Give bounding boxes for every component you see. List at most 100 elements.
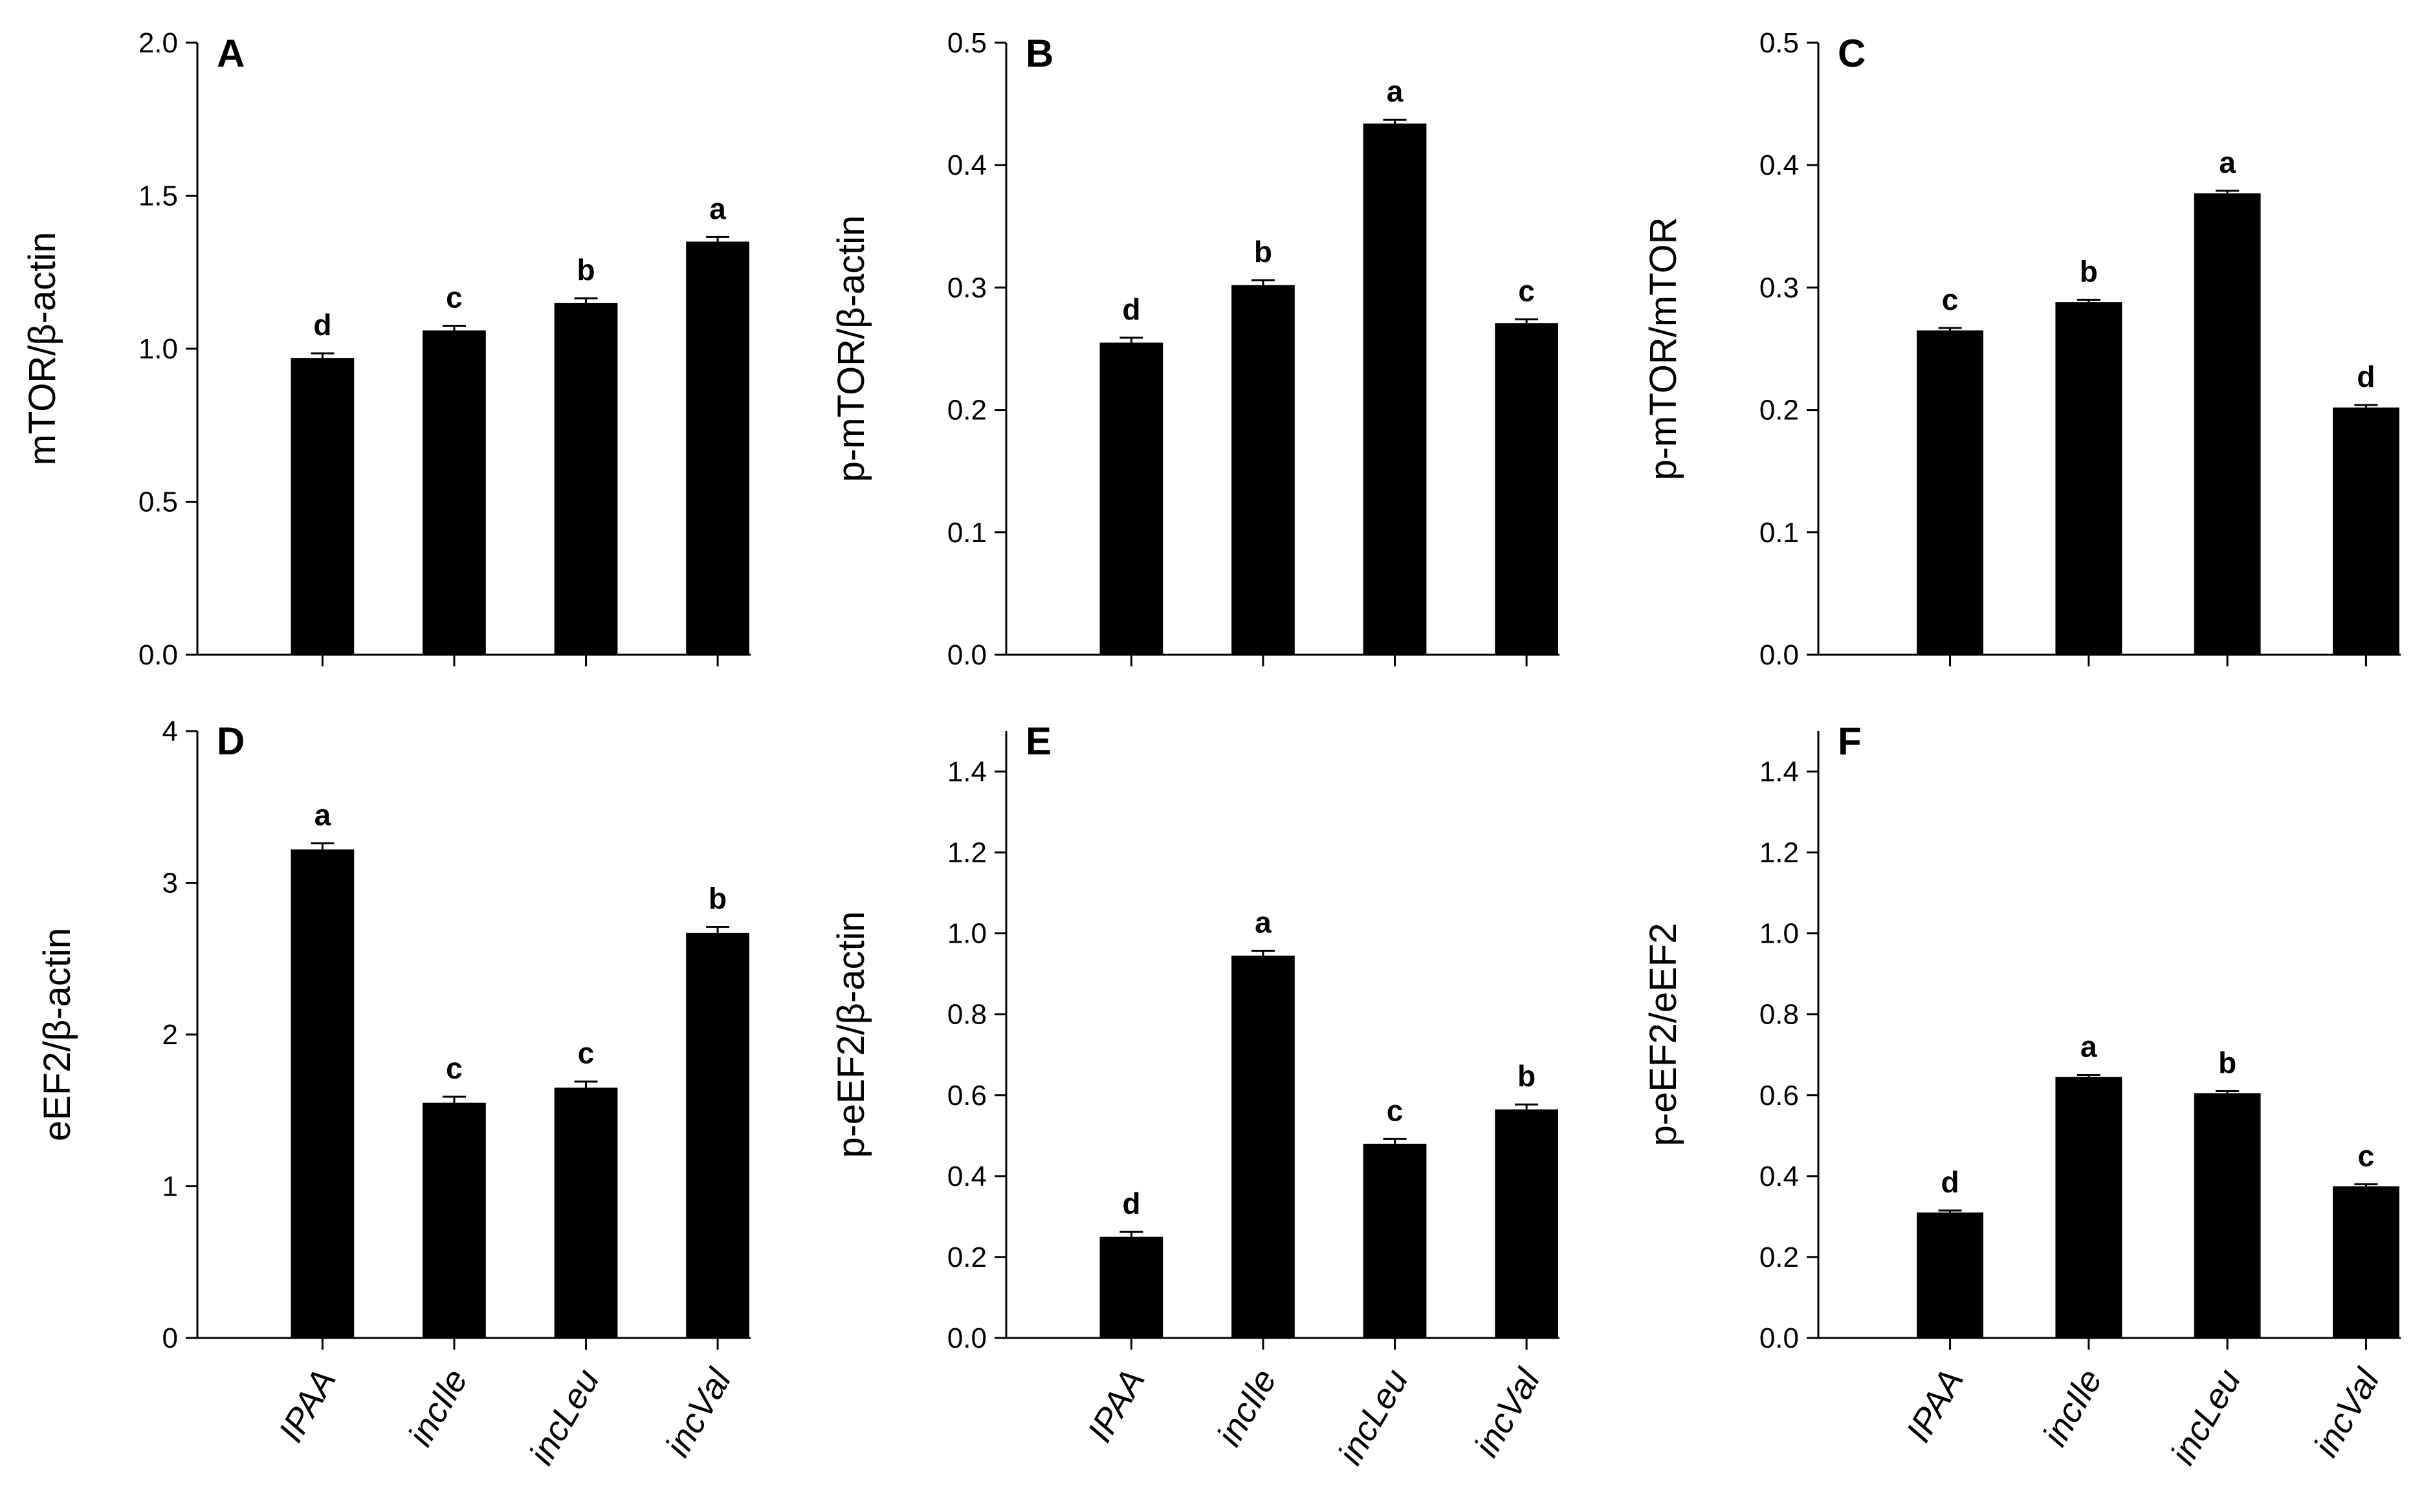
y-tick-label: 0.2	[947, 1242, 987, 1273]
x-category-label: incVal	[658, 1361, 739, 1463]
y-tick-label: 2	[162, 1019, 178, 1051]
bar-incVal	[1495, 323, 1558, 655]
y-axis-title: p-eEF2/eEF2	[1642, 923, 1684, 1146]
significance-letter: a	[1255, 906, 1272, 939]
panel-letter: B	[1026, 32, 1053, 75]
significance-letter: a	[314, 798, 331, 832]
bar-incLeu	[554, 303, 618, 655]
x-category-label: incVal	[1467, 1361, 1548, 1463]
panel-letter: F	[1838, 719, 1862, 763]
bar-incVal	[2333, 1186, 2399, 1338]
significance-letter: c	[446, 1051, 463, 1085]
y-tick-label: 0	[162, 1322, 178, 1354]
y-tick-label: 4	[162, 716, 178, 747]
y-tick-label: 0.4	[947, 1161, 987, 1192]
significance-letter: d	[2357, 360, 2375, 393]
panel-letter: C	[1838, 32, 1866, 75]
x-category-label: incIle	[2035, 1363, 2110, 1452]
significance-letter: b	[2080, 254, 2098, 288]
y-tick-label: 0.5	[947, 27, 987, 59]
panel-f: 0.0 0.2 0.4 0.6 0.8 1.0 1.2 1.4 p-eEF2/eEF2 Fd IPA…	[1642, 719, 2401, 1471]
y-axis-title: p-mTOR/β-actin	[830, 215, 872, 483]
panel-c: 0.0 0.1 0.2 0.3 0.4 0.5 p-mTOR/mTOR Cc b a d	[1642, 27, 2401, 671]
x-category-label: incLeu	[522, 1363, 607, 1471]
y-tick-label: 0.8	[1759, 999, 1799, 1031]
significance-letter: d	[1122, 292, 1140, 326]
y-tick-label: 0.0	[947, 639, 987, 671]
bar-IPAA	[1099, 342, 1163, 655]
significance-letter: d	[1941, 1165, 1959, 1199]
significance-letter: c	[446, 281, 463, 314]
significance-letter: a	[1387, 74, 1404, 108]
y-tick-label: 0.4	[947, 149, 987, 181]
y-tick-label: 0.1	[947, 517, 987, 549]
panel-d: 0 1 2 3 4 eEF2/β-actin Da IPAA c incIle c incLeu b in…	[36, 716, 751, 1471]
y-axis-title: mTOR/β-actin	[21, 232, 63, 466]
y-tick-label: 0.0	[947, 1322, 987, 1354]
y-tick-label: 0.2	[1759, 395, 1799, 426]
significance-letter: d	[1122, 1187, 1140, 1220]
bar-incLeu	[2194, 1093, 2261, 1338]
bar-incLeu	[554, 1088, 618, 1338]
bar-incIle	[423, 1102, 486, 1338]
significance-letter: c	[1518, 274, 1535, 308]
bar-IPAA	[291, 358, 355, 655]
panel-e: 0.0 0.2 0.4 0.6 0.8 1.0 1.2 1.4 p-eEF2/β-actin Ed…	[830, 719, 1559, 1471]
x-category-label: IPAA	[1899, 1363, 1970, 1449]
bar-IPAA	[1917, 330, 1983, 655]
significance-letter: c	[2358, 1139, 2375, 1172]
y-tick-label: 0.4	[1759, 1161, 1799, 1192]
bar-incLeu	[1363, 123, 1427, 655]
panel-a: 0.0 0.5 1.0 1.5 2.0 mTOR/β-actin Ad c b a	[21, 27, 751, 671]
x-category-label: incLeu	[1330, 1363, 1416, 1471]
y-tick-label: 1.0	[138, 333, 178, 365]
significance-letter: b	[577, 253, 595, 287]
bar-incIle	[423, 330, 486, 655]
y-tick-label: 1.2	[1759, 837, 1799, 869]
bar-incVal	[686, 932, 749, 1338]
significance-letter: b	[1517, 1059, 1536, 1093]
bar-incVal	[1495, 1109, 1558, 1338]
y-tick-label: 0.4	[1759, 149, 1799, 181]
x-category-label: IPAA	[271, 1363, 343, 1449]
bar-incVal	[686, 241, 749, 655]
panel-letter: A	[217, 32, 245, 75]
x-category-label: incIle	[1209, 1363, 1284, 1452]
y-tick-label: 1	[162, 1171, 178, 1203]
bar-incIle	[2055, 1077, 2122, 1338]
bar-incVal	[2333, 407, 2399, 655]
y-tick-label: 1.4	[947, 756, 987, 788]
y-tick-label: 1.5	[138, 181, 178, 212]
y-tick-label: 0.8	[947, 999, 987, 1031]
significance-letter: c	[1942, 283, 1959, 316]
y-tick-label: 0.0	[138, 639, 178, 671]
bar-incIle	[2055, 302, 2122, 655]
panel-letter: D	[217, 719, 245, 763]
x-category-label: IPAA	[1080, 1363, 1152, 1449]
y-tick-label: 0.0	[1759, 1322, 1799, 1354]
x-category-label: incLeu	[2163, 1363, 2249, 1471]
bar-incLeu	[1363, 1143, 1427, 1338]
x-category-label: incVal	[2306, 1361, 2387, 1463]
significance-letter: b	[1254, 235, 1272, 268]
y-tick-label: 2.0	[138, 27, 178, 59]
y-tick-label: 1.0	[947, 918, 987, 950]
y-tick-label: 0.6	[1759, 1080, 1799, 1112]
y-tick-label: 0.3	[1759, 272, 1799, 303]
y-tick-label: 0.5	[1759, 27, 1799, 59]
y-tick-label: 0.0	[1759, 639, 1799, 671]
bar-IPAA	[291, 849, 355, 1338]
y-tick-label: 0.5	[138, 487, 178, 518]
significance-letter: b	[709, 882, 727, 915]
y-tick-label: 1.2	[947, 837, 987, 869]
y-tick-label: 0.2	[947, 395, 987, 426]
y-tick-label: 0.1	[1759, 517, 1799, 549]
significance-letter: b	[2218, 1046, 2236, 1080]
bar-IPAA	[1099, 1236, 1163, 1338]
x-category-label: incIle	[401, 1363, 475, 1452]
bar-IPAA	[1917, 1212, 1983, 1338]
significance-letter: a	[709, 192, 726, 225]
bar-incLeu	[2194, 193, 2261, 655]
y-tick-label: 0.2	[1759, 1242, 1799, 1273]
